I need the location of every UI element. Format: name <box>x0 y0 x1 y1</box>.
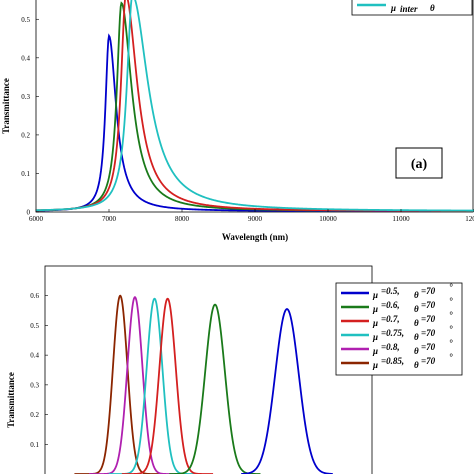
panel-b-legend-mu-value: =0.6, <box>381 300 400 310</box>
panel-b-legend-theta: θ <box>414 290 419 300</box>
panel-a-x-tick-label: 12000 <box>465 215 474 223</box>
panel-b-legend-mu: μ <box>372 360 378 370</box>
panel-a-y-tick-label: 0.3 <box>21 93 30 101</box>
panel-b-y-tick-label: 0.4 <box>30 352 39 360</box>
panel-b-legend-angle: =70 <box>421 342 436 352</box>
panel-a-curves <box>35 0 474 213</box>
panel-b-legend-mu: μ <box>372 346 378 356</box>
panel-a-x-tick-label: 8000 <box>175 215 190 223</box>
panel-b-y-tick-label: 0.2 <box>30 411 39 419</box>
panel-b-legend-theta: θ <box>414 360 419 370</box>
panel-a-x-tick-label: 9000 <box>248 215 263 223</box>
panel-a-y-tick-label: 0.5 <box>21 16 30 24</box>
panel-b-legend: μ =0.5, θ =70 °μ =0.6, θ =70 °μ =0.7, θ =70 °μ =0.75,… <box>335 282 463 376</box>
panel-b-legend-angle: =70 <box>421 314 436 324</box>
panel-b-series-line-5 <box>169 303 261 474</box>
panel-a-x-tick-label: 7000 <box>102 215 117 223</box>
panel-b-legend-entry: μ =0.75, θ =70 ° <box>341 324 453 342</box>
panel-b-legend-entry: μ =0.5, θ =70 ° <box>341 282 453 300</box>
panel-a-tag-label: (a) <box>411 157 428 172</box>
panel-a-y-tick-label: 0 <box>27 209 31 217</box>
panel-a-y-tick-label: 0.4 <box>21 54 30 62</box>
panel-b-legend-mu-value: =0.7, <box>381 314 400 324</box>
panel-b-legend-angle: =70 <box>421 286 436 296</box>
panel-b-legend-degree: ° <box>449 310 453 320</box>
panel-b-curves <box>74 294 333 474</box>
panel-a-x-axis-title: Wavelength (nm) <box>222 232 288 242</box>
panel-b-y-tick-label: 0.1 <box>30 441 39 449</box>
panel-b-plot-frame <box>44 265 373 474</box>
panel-a-series-line-4 <box>35 0 474 212</box>
panel-b-legend-theta: θ <box>414 332 419 342</box>
panel-b: 0.10.20.30.40.50.6 Transmittance μ =0.5, θ… <box>6 265 463 474</box>
panel-a-ticks: 6000 7000 8000 9000 10000 11000 12000 0 0.1 0.2 0.… <box>21 16 474 223</box>
panel-b-y-tick-label: 0.6 <box>30 292 39 300</box>
panel-b-legend-angle: =70 <box>421 300 436 310</box>
panel-b-legend-entry: μ =0.85, θ =70 ° <box>341 352 453 370</box>
panel-a-series-line-1 <box>35 33 474 213</box>
panel-b-legend-degree: ° <box>449 296 453 306</box>
panel-a-series-line-3 <box>35 0 474 212</box>
panel-a-plot-frame <box>35 0 474 213</box>
panel-b-legend-theta: θ <box>414 346 419 356</box>
panel-b-series-line-3 <box>108 297 200 474</box>
panel-b-series-line-4 <box>121 297 214 474</box>
panel-b-legend-angle: =70 <box>421 356 436 366</box>
panel-b-legend-entry: μ =0.7, θ =70 ° <box>341 310 453 328</box>
panel-b-legend-theta: θ <box>414 318 419 328</box>
panel-a-y-tick-label: 0.1 <box>21 170 30 178</box>
panel-b-legend-mu: μ <box>372 290 378 300</box>
panel-a-legend: μ inter θ <box>351 0 473 16</box>
panel-b-y-tick-label: 0.5 <box>30 322 39 330</box>
panel-a-legend-theta: θ <box>430 3 435 13</box>
panel-b-legend-mu-value: =0.75, <box>381 328 404 338</box>
panel-b-legend-degree: ° <box>449 324 453 334</box>
panel-a-x-tick-label: 6000 <box>29 215 44 223</box>
panel-b-legend-mu-value: =0.85, <box>381 356 404 366</box>
panel-a-y-tick-label: 0.2 <box>21 131 30 139</box>
panel-b-legend-mu: μ <box>372 332 378 342</box>
panel-b-series-line-6 <box>241 308 333 474</box>
panel-a-x-tick-label: 11000 <box>392 215 410 223</box>
panel-b-legend-degree: ° <box>449 352 453 362</box>
panel-a-tag-frame <box>395 147 443 179</box>
panel-a-y-axis-title: Transmittance <box>1 78 11 134</box>
panel-b-legend-mu: μ <box>372 304 378 314</box>
panel-a-tag-box: (a) <box>395 147 443 179</box>
panel-b-legend-mu-value: =0.5, <box>381 286 400 296</box>
panel-b-y-tick-label: 0.3 <box>30 381 39 389</box>
panel-b-ticks: 0.1 0.2 0.3 0.4 0.5 0.6 <box>30 292 48 449</box>
panel-b-legend-mu: μ <box>372 318 378 328</box>
panel-a-legend-sub: inter <box>400 4 418 14</box>
panel-a-legend-mu: μ <box>390 3 396 13</box>
panel-b-legend-frame <box>335 282 463 376</box>
panel-b-legend-degree: ° <box>449 338 453 348</box>
panel-b-y-axis-title: Transmittance <box>6 372 16 428</box>
panel-b-legend-entry: μ =0.8, θ =70 ° <box>341 338 453 356</box>
panel-b-legend-theta: θ <box>414 304 419 314</box>
panel-b-legend-angle: =70 <box>421 328 436 338</box>
panel-b-legend-degree: ° <box>449 282 453 292</box>
panel-b-legend-entry: μ =0.6, θ =70 ° <box>341 296 453 314</box>
panel-b-legend-mu-value: =0.8, <box>381 342 400 352</box>
panel-a: 6000 7000 8000 9000 10000 11000 12000 0 0.1 0.2 0.… <box>1 0 474 242</box>
panel-a-series-line-2 <box>35 1 474 212</box>
panel-a-x-tick-label: 10000 <box>319 215 337 223</box>
